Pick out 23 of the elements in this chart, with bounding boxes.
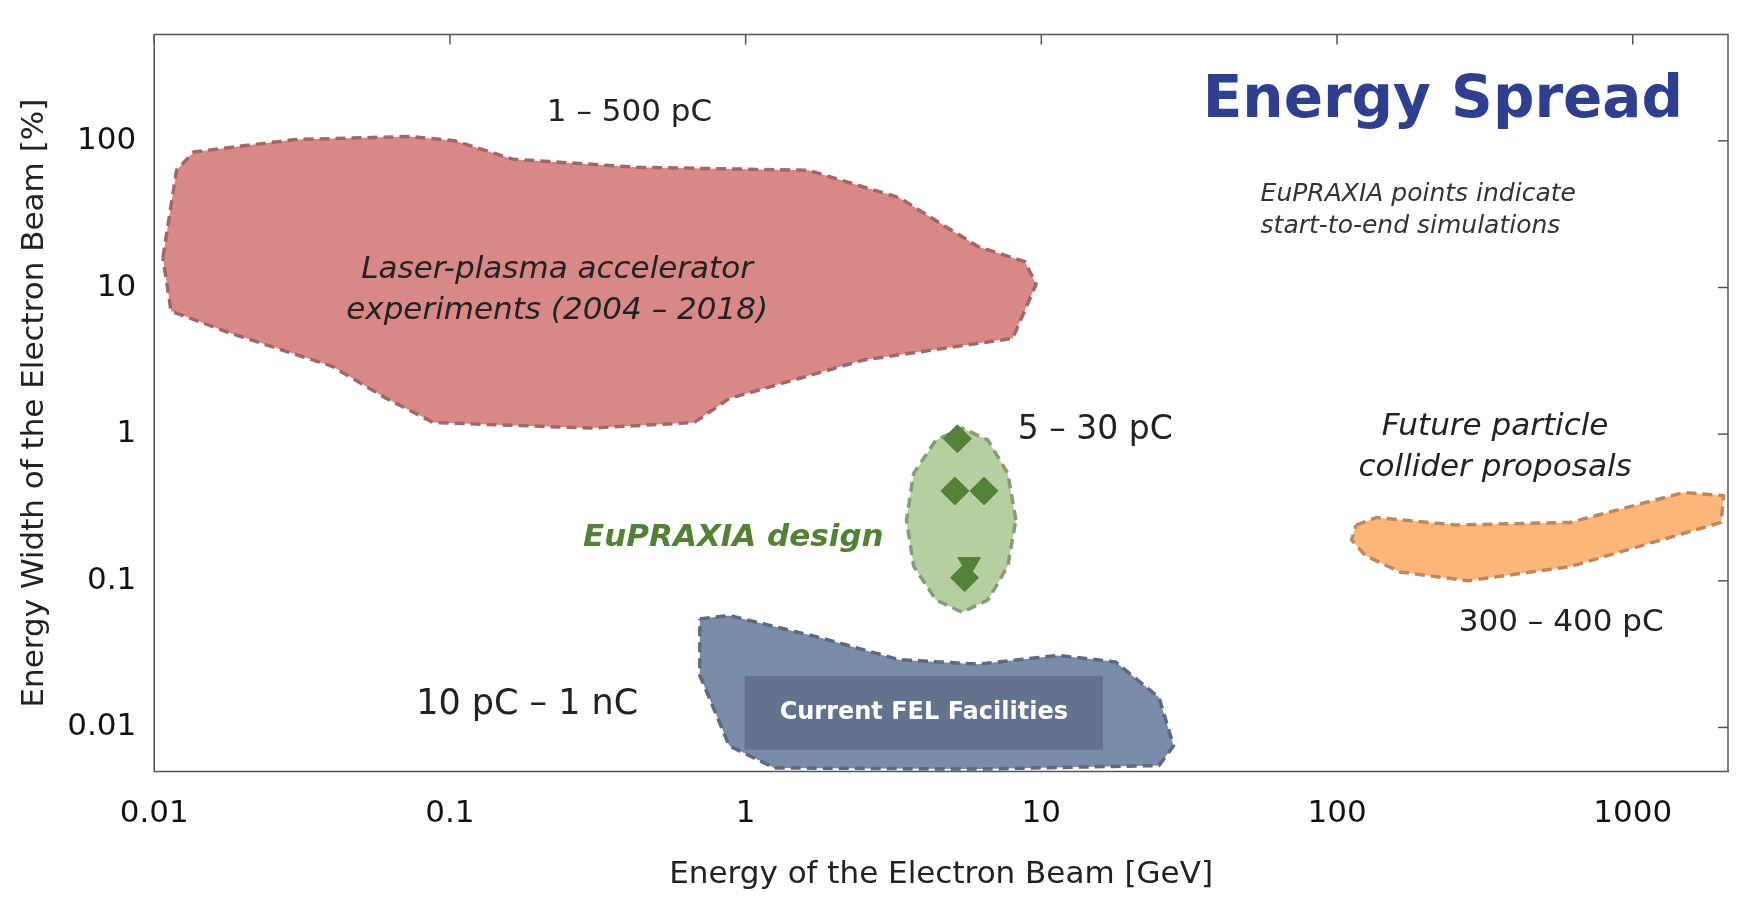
annotation: EuPRAXIA design	[583, 517, 884, 554]
y-tick-label: 10	[96, 266, 137, 303]
y-tick-label: 1	[116, 413, 137, 450]
x-tick-label: 10	[1021, 793, 1062, 830]
annotation: 300 – 400 pC	[1458, 601, 1664, 638]
annotation: Future particle collider proposals	[1358, 406, 1632, 483]
annotation: 10 pC – 1 nC	[416, 682, 639, 723]
y-tick-label: 0.01	[67, 706, 137, 743]
x-axis-title: Energy of the Electron Beam [GeV]	[669, 854, 1213, 891]
annotation: Current FEL Facilities	[779, 696, 1068, 725]
annotation: 5 – 30 pC	[1017, 407, 1173, 447]
x-tick-label: 0.01	[119, 793, 189, 830]
annotation: EuPRAXIA points indicate start-to-end simulations	[1260, 177, 1576, 240]
x-tick-label: 1	[735, 793, 756, 830]
x-tick-label: 100	[1307, 793, 1367, 830]
y-axis-title: Energy Width of the Electron Beam [%]	[13, 98, 50, 708]
y-tick-label: 0.1	[86, 559, 137, 596]
text: Energy Spread	[1202, 62, 1683, 131]
annotation: Laser-plasma accelerator experiments (2004 – 2018)	[346, 249, 769, 326]
x-tick-label: 0.1	[425, 793, 475, 830]
annotation: 1 – 500 pC	[546, 91, 713, 128]
x-tick-label: 1000	[1593, 793, 1673, 830]
y-tick-label: 100	[77, 119, 137, 156]
